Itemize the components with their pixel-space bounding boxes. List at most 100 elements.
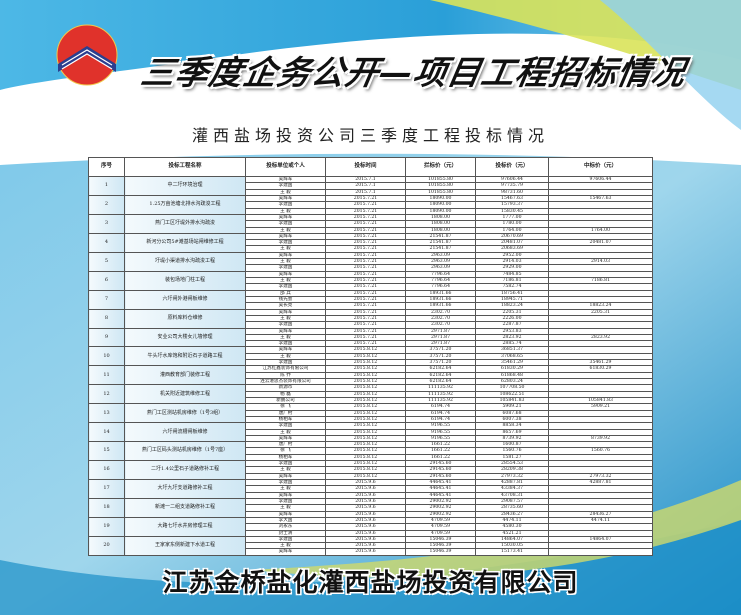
table-row: 李建国 2015.7.21 2971.87 2885.74 <box>89 340 653 348</box>
table-row: 连云港思杰装饰有限公司 2015.8.12 62182.64 62803.24 <box>89 377 653 386</box>
project-name: 王家家东侧新建下水道工程 <box>124 535 246 556</box>
table-row: 吴辉军 2015.9.6 15046.39 15173.41 <box>89 548 653 556</box>
table-row: 20 王家家东侧新建下水道工程 李建国 2015.9.6 15046.39 14864.0… <box>88 535 653 556</box>
table-row: 18 新滩一二组支道路修补工程 李建国 2015.9.6 29002.92 29087.5… <box>88 497 653 518</box>
project-number: 10 <box>88 346 125 367</box>
table-row: 王 毅 2015.7.21 2963.09 2914.03 2914.03 <box>89 258 653 266</box>
project-number: 13 <box>88 403 125 424</box>
project-name: 灌西教育部门装修工程 <box>124 365 246 386</box>
project-name: 机关附近建筑维修工程 <box>124 384 246 405</box>
project-name: 原料库料仓维修 <box>124 308 246 329</box>
table-row: 3 燕门工区圩堤外排水沟疏浚 吴辉军 2015.7.21 1808.00 1777.00 <box>88 213 653 234</box>
header-project: 投标工程名称 <box>124 157 246 177</box>
project-name: 大圩九圩支道路修补工程 <box>124 479 246 499</box>
project-name: 燕门工区码头测站机房维修（1号7座） <box>124 441 246 462</box>
table-row: 李建国 2015.7.21 2302.70 2287.87 <box>89 321 653 329</box>
project-number: 1 <box>88 176 125 196</box>
project-name: 大路七圩水井房修理工程 <box>124 516 246 537</box>
table-row: 唐广村 2015.8.12 6194.74 6087.68 <box>89 409 653 417</box>
table-row: 李建国 2015.8.12 37571.20 35461.29 35461.29 <box>89 359 653 367</box>
project-number: 20 <box>88 535 125 556</box>
table-row: 10 牛头圩水库饱和附近石子道路工程 吴辉军 2015.8.12 37571.20 368… <box>88 346 653 367</box>
table-row: 9 安业公司大楼女儿墙修理 吴辉军 2015.7.21 2971.87 2953.83 <box>88 327 653 348</box>
table-row: 12 机关附近建筑维修工程 新源市 2015.8.12 111135.92 107708.… <box>88 384 653 405</box>
table-row: 4 新河分公司5#滩基场站闸维修工程 吴辉军 2015.7.21 21541.87 206… <box>88 232 653 253</box>
winning-price: 14864.07 <box>548 535 653 544</box>
header-date: 投标时间 <box>325 157 406 177</box>
project-name: 新滩一二组支道路修补工程 <box>124 497 246 518</box>
winning-price: 42887.81 <box>548 478 653 487</box>
page-title: 三季度企务公开—项目工程招标情况 <box>138 53 689 92</box>
project-number: 12 <box>88 384 125 405</box>
winning-price: 7186.81 <box>548 276 653 285</box>
ceiling-price: 15046.39 <box>405 548 476 556</box>
table-row: 2 1.25万亩池塘北排水沟疏浚工程 吴辉军 2015.7.21 18090.00 154… <box>88 194 653 215</box>
winning-price: 2205.31 <box>548 308 653 316</box>
winning-price <box>548 207 653 215</box>
table-row: 杨相军 2015.8.12 1661.22 1581.27 <box>89 453 653 462</box>
table-row: 王 毅 2015.7.21 1808.00 1764.00 1764.00 <box>89 226 653 234</box>
bidder: 吴辉军 <box>245 548 326 556</box>
project-number: 9 <box>88 327 125 348</box>
table-row: 吴长亮 2015.7.21 18931.66 18823.24 18823.24 <box>89 302 653 310</box>
table-row: 13 燕门工区测站机房维修（1号3组）徐 飞 2015.8.12 6194.74 590… <box>88 403 653 424</box>
winning-price: 18823.24 <box>548 302 653 310</box>
table-row: 李建国 2015.7.21 7796.64 7582.74 <box>89 283 653 291</box>
project-number: 18 <box>88 497 125 518</box>
table-row: 李建国 2015.7.1 101855.80 97735.79 <box>89 182 653 190</box>
winning-price <box>548 201 653 209</box>
header-bidder: 投标单位或个人 <box>245 157 326 177</box>
table-row: 王 毅 2015.7.21 2971.87 2823.92 2823.92 <box>89 333 653 342</box>
project-name: 中二圩环境治理 <box>124 176 246 196</box>
company-logo <box>56 24 118 86</box>
project-number: 8 <box>88 308 125 329</box>
winning-price: 1764.00 <box>548 226 653 234</box>
project-name: 二圩1.4公里石子道路修补工程 <box>124 460 246 480</box>
table-row: 李建国 2015.7.21 21541.87 20481.07 20481.07 <box>89 239 653 247</box>
winning-price <box>548 245 653 253</box>
winning-price <box>548 213 653 222</box>
winning-price <box>548 542 653 550</box>
table-row: 新鹏公司 2015.8.12 111135.92 105841.83 105841.83 <box>89 396 653 405</box>
table-row: 封士清 2015.9.6 4709.59 4521.21 <box>89 529 653 537</box>
winning-price: 61830.29 <box>548 365 653 373</box>
table-row: 王 毅 2015.9.6 44645.41 43384.37 <box>89 485 653 493</box>
winning-price: 105841.83 <box>548 396 653 405</box>
table-row: 徐 飞 2015.8.12 1661.22 1560.76 1560.76 <box>89 447 653 455</box>
winning-price: 8739.92 <box>548 434 653 443</box>
winning-price: 20481.07 <box>548 239 653 247</box>
winning-price: 27973.32 <box>548 472 653 481</box>
table-row: 16 二圩1.4公里石子道路修补工程 李建国 2015.8.12 29145.60 285… <box>88 460 653 480</box>
table-row: 吴辉军 2015.8.12 29145.60 27973.32 27973.32 <box>89 472 653 481</box>
bid-price: 15173.41 <box>475 548 549 556</box>
project-number: 14 <box>88 422 125 443</box>
project-name: 圩堤小渠道排水沟疏浚工程 <box>124 251 246 272</box>
winning-price: 15467.63 <box>548 194 653 203</box>
table-header-row: 序号 投标工程名称 投标单位或个人 投标时间 拦标价（元） 投标价（元） 中标价（元） <box>88 157 653 177</box>
company-footer: 江苏金桥盐化灌西盐场投资有限公司 <box>162 568 579 597</box>
header-no: 序号 <box>88 157 125 177</box>
project-name: 燕门工区圩堤外排水沟疏浚 <box>124 213 246 234</box>
table-row: 王 毅 2015.7.21 7796.64 7186.81 7186.81 <box>89 276 653 285</box>
table-row: 吴辉军 2015.9.6 29002.92 28436.27 28436.27 <box>89 510 653 518</box>
table-row: 李建国 2015.7.21 18090.00 15793.37 <box>89 201 653 209</box>
project-number: 15 <box>88 441 125 462</box>
winning-price: 2823.92 <box>548 333 653 342</box>
project-name: 六圩闸流槽闸板维修 <box>124 422 246 443</box>
table-row: 钱先会 2015.7.21 18931.66 18945.71 <box>89 295 653 304</box>
project-number: 17 <box>88 479 125 499</box>
page-subtitle: 灌西盐场投资公司三季度工程投标情况 <box>191 126 549 145</box>
table-row: 刘永东 2015.9.6 4709.59 4580.30 <box>89 523 653 531</box>
table-row: 6 装包场地门柱工程 吴辉军 2015.7.21 7796.64 7484.85 <box>88 270 653 291</box>
project-name: 新河分公司5#滩基场站闸维修工程 <box>124 232 246 253</box>
header-ceiling: 拦标价（元） <box>405 157 476 177</box>
table-row: 李建国 2015.7.21 1808.00 1780.00 <box>89 220 653 228</box>
project-name: 1.25万亩池塘北排水沟疏浚工程 <box>124 194 246 215</box>
winning-price <box>548 232 653 241</box>
project-number: 19 <box>88 516 125 537</box>
project-name: 六圩闸外港闸板维修 <box>124 289 246 310</box>
winning-price: 4474.11 <box>548 516 653 525</box>
table-row: 王 毅 2015.8.12 29145.60 28209.38 <box>89 466 653 474</box>
project-number: 11 <box>88 365 125 386</box>
table-row: 5 圩堤小渠道排水沟疏浚工程 吴辉军 2015.7.21 2963.09 2952.00 <box>88 251 653 272</box>
